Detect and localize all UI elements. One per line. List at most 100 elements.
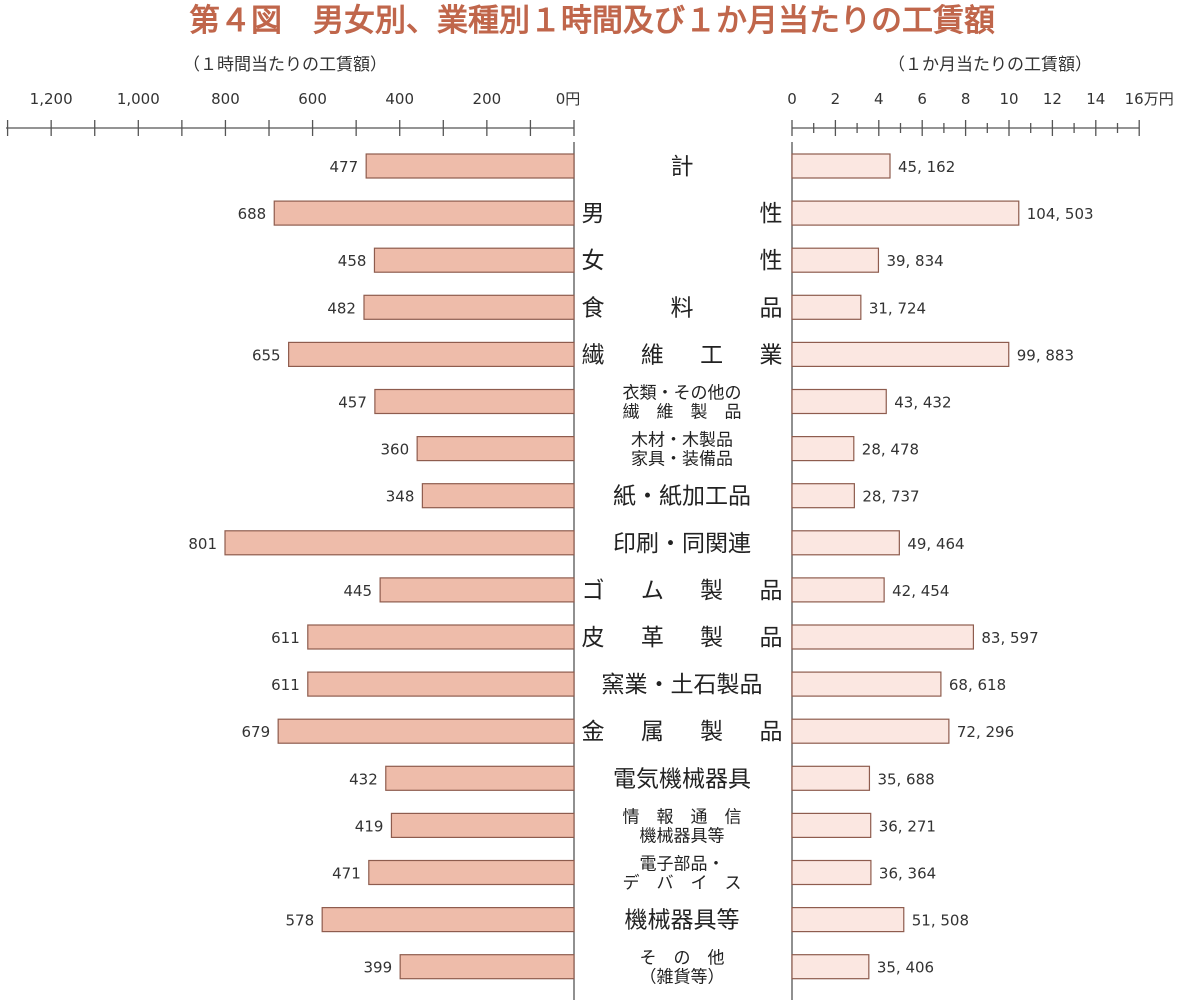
category-label: 製 [700,719,723,745]
monthly-bar [791,247,880,273]
category-label: 繊 [582,342,605,368]
monthly-tick-label: 6 [917,90,927,108]
monthly-value-label: 35, 688 [877,770,934,788]
category-label: 女 [582,248,605,274]
hourly-value-label: 611 [271,676,300,694]
hourly-subtitle: （１時間当たりの工賃額） [183,55,387,75]
monthly-value-label: 68, 618 [949,676,1006,694]
category-label: 機械器具等 [640,826,725,846]
hourly-bar [321,906,575,933]
hourly-bar [421,483,575,509]
category-label: 工 [700,342,723,368]
monthly-tick-label: 14 [1086,90,1105,108]
category-label: 木材・木製品 [631,431,733,451]
monthly-bar [791,812,872,839]
category-label: 電子部品・ [640,855,725,875]
category-label: 業 [760,342,783,368]
category-label: 属 [641,719,664,745]
monthly-tick-label: 8 [961,90,971,108]
monthly-bar [791,294,862,320]
category-label: 機械器具等 [625,908,740,934]
hourly-bar [273,200,575,226]
hourly-value-label: 348 [386,488,415,506]
category-label: 性 [760,248,783,274]
hourly-bar [373,247,575,273]
hourly-tick-label: 400 [385,90,414,108]
hourly-tick-label: 600 [298,90,327,108]
monthly-value-label: 45, 162 [898,158,955,176]
monthly-tick-label: 16万円 [1125,90,1174,108]
category-label: 計 [671,154,694,180]
category-label: 製 [700,578,723,604]
monthly-value-label: 72, 296 [957,723,1014,741]
monthly-value-label: 36, 364 [879,865,936,883]
hourly-value-label: 578 [286,912,315,930]
monthly-bar [791,624,975,650]
category-label: 食 [582,295,605,321]
hourly-value-label: 445 [343,582,372,600]
category-label: 皮 [582,625,605,651]
hourly-bar [224,530,575,556]
monthly-bar [791,671,942,697]
hourly-bar [390,812,575,839]
category-label: 維 [641,342,664,368]
monthly-bar [791,200,1020,226]
monthly-bar [791,436,855,462]
monthly-axis: 0 2 4 6 8 10 12 14 16万円 [787,90,1174,1000]
monthly-bar [791,906,905,933]
category-label: 品 [760,625,783,651]
hourly-tick-label: 200 [473,90,502,108]
monthly-bar [791,153,891,179]
category-label: 紙・紙加工品 [613,484,751,510]
monthly-value-label: 28, 737 [862,488,919,506]
hourly-bar [277,718,575,744]
monthly-bar [791,388,887,415]
hourly-tick-label: 1,200 [30,90,73,108]
hourly-value-label: 457 [338,394,367,412]
monthly-value-label: 31, 724 [869,299,926,317]
category-label: 繊 維 製 品 [623,403,742,423]
monthly-tick-label: 0 [787,90,797,108]
category-label: そ の 他 [640,949,725,969]
monthly-value-label: 28, 478 [862,441,919,459]
category-label: デ バ イ ス [623,873,742,894]
hourly-bar [368,859,575,886]
hourly-bar [385,765,575,791]
monthly-bar [791,483,855,509]
chart-title: 第４図 男女別、業種別１時間及び１か月当たりの工賃額 [189,3,995,39]
monthly-bar [791,718,950,744]
category-label: 家具・装備品 [631,450,733,470]
monthly-bar [791,530,900,556]
hourly-bar [363,294,575,320]
category-labels: 計男 性女 性食料品繊維工業衣類・その他の繊 維 製 品木材・木製品家具・装備品紙・… [582,154,783,988]
hourly-bar [288,341,575,367]
hourly-value-label: 419 [355,817,384,835]
category-label: 製 [700,625,723,651]
hourly-value-label: 432 [349,770,378,788]
hourly-bar [307,624,575,650]
category-label: 品 [760,719,783,745]
monthly-value-label: 99, 883 [1017,346,1074,364]
hourly-bar [374,388,575,415]
hourly-value-label: 471 [332,865,361,883]
monthly-value-label: 35, 406 [877,959,934,977]
category-label: 印刷・同関連 [613,531,751,557]
hourly-value-label: 477 [330,158,359,176]
hourly-value-label: 360 [381,441,410,459]
hourly-bar [365,153,575,179]
monthly-value-label: 43, 432 [894,394,951,412]
category-label: （雑貨等） [640,968,725,988]
monthly-tick-label: 12 [1043,90,1062,108]
monthly-bar [791,765,871,791]
hourly-bar [399,954,575,980]
monthly-tick-label: 4 [874,90,884,108]
category-label: 金 [582,719,605,745]
monthly-value-label: 49, 464 [907,535,964,553]
hourly-bar [416,436,575,462]
hourly-value-label: 655 [252,346,281,364]
category-label: 男 [582,201,605,227]
monthly-bar [791,341,1010,367]
hourly-value-label: 482 [327,299,356,317]
monthly-bar [791,859,872,886]
